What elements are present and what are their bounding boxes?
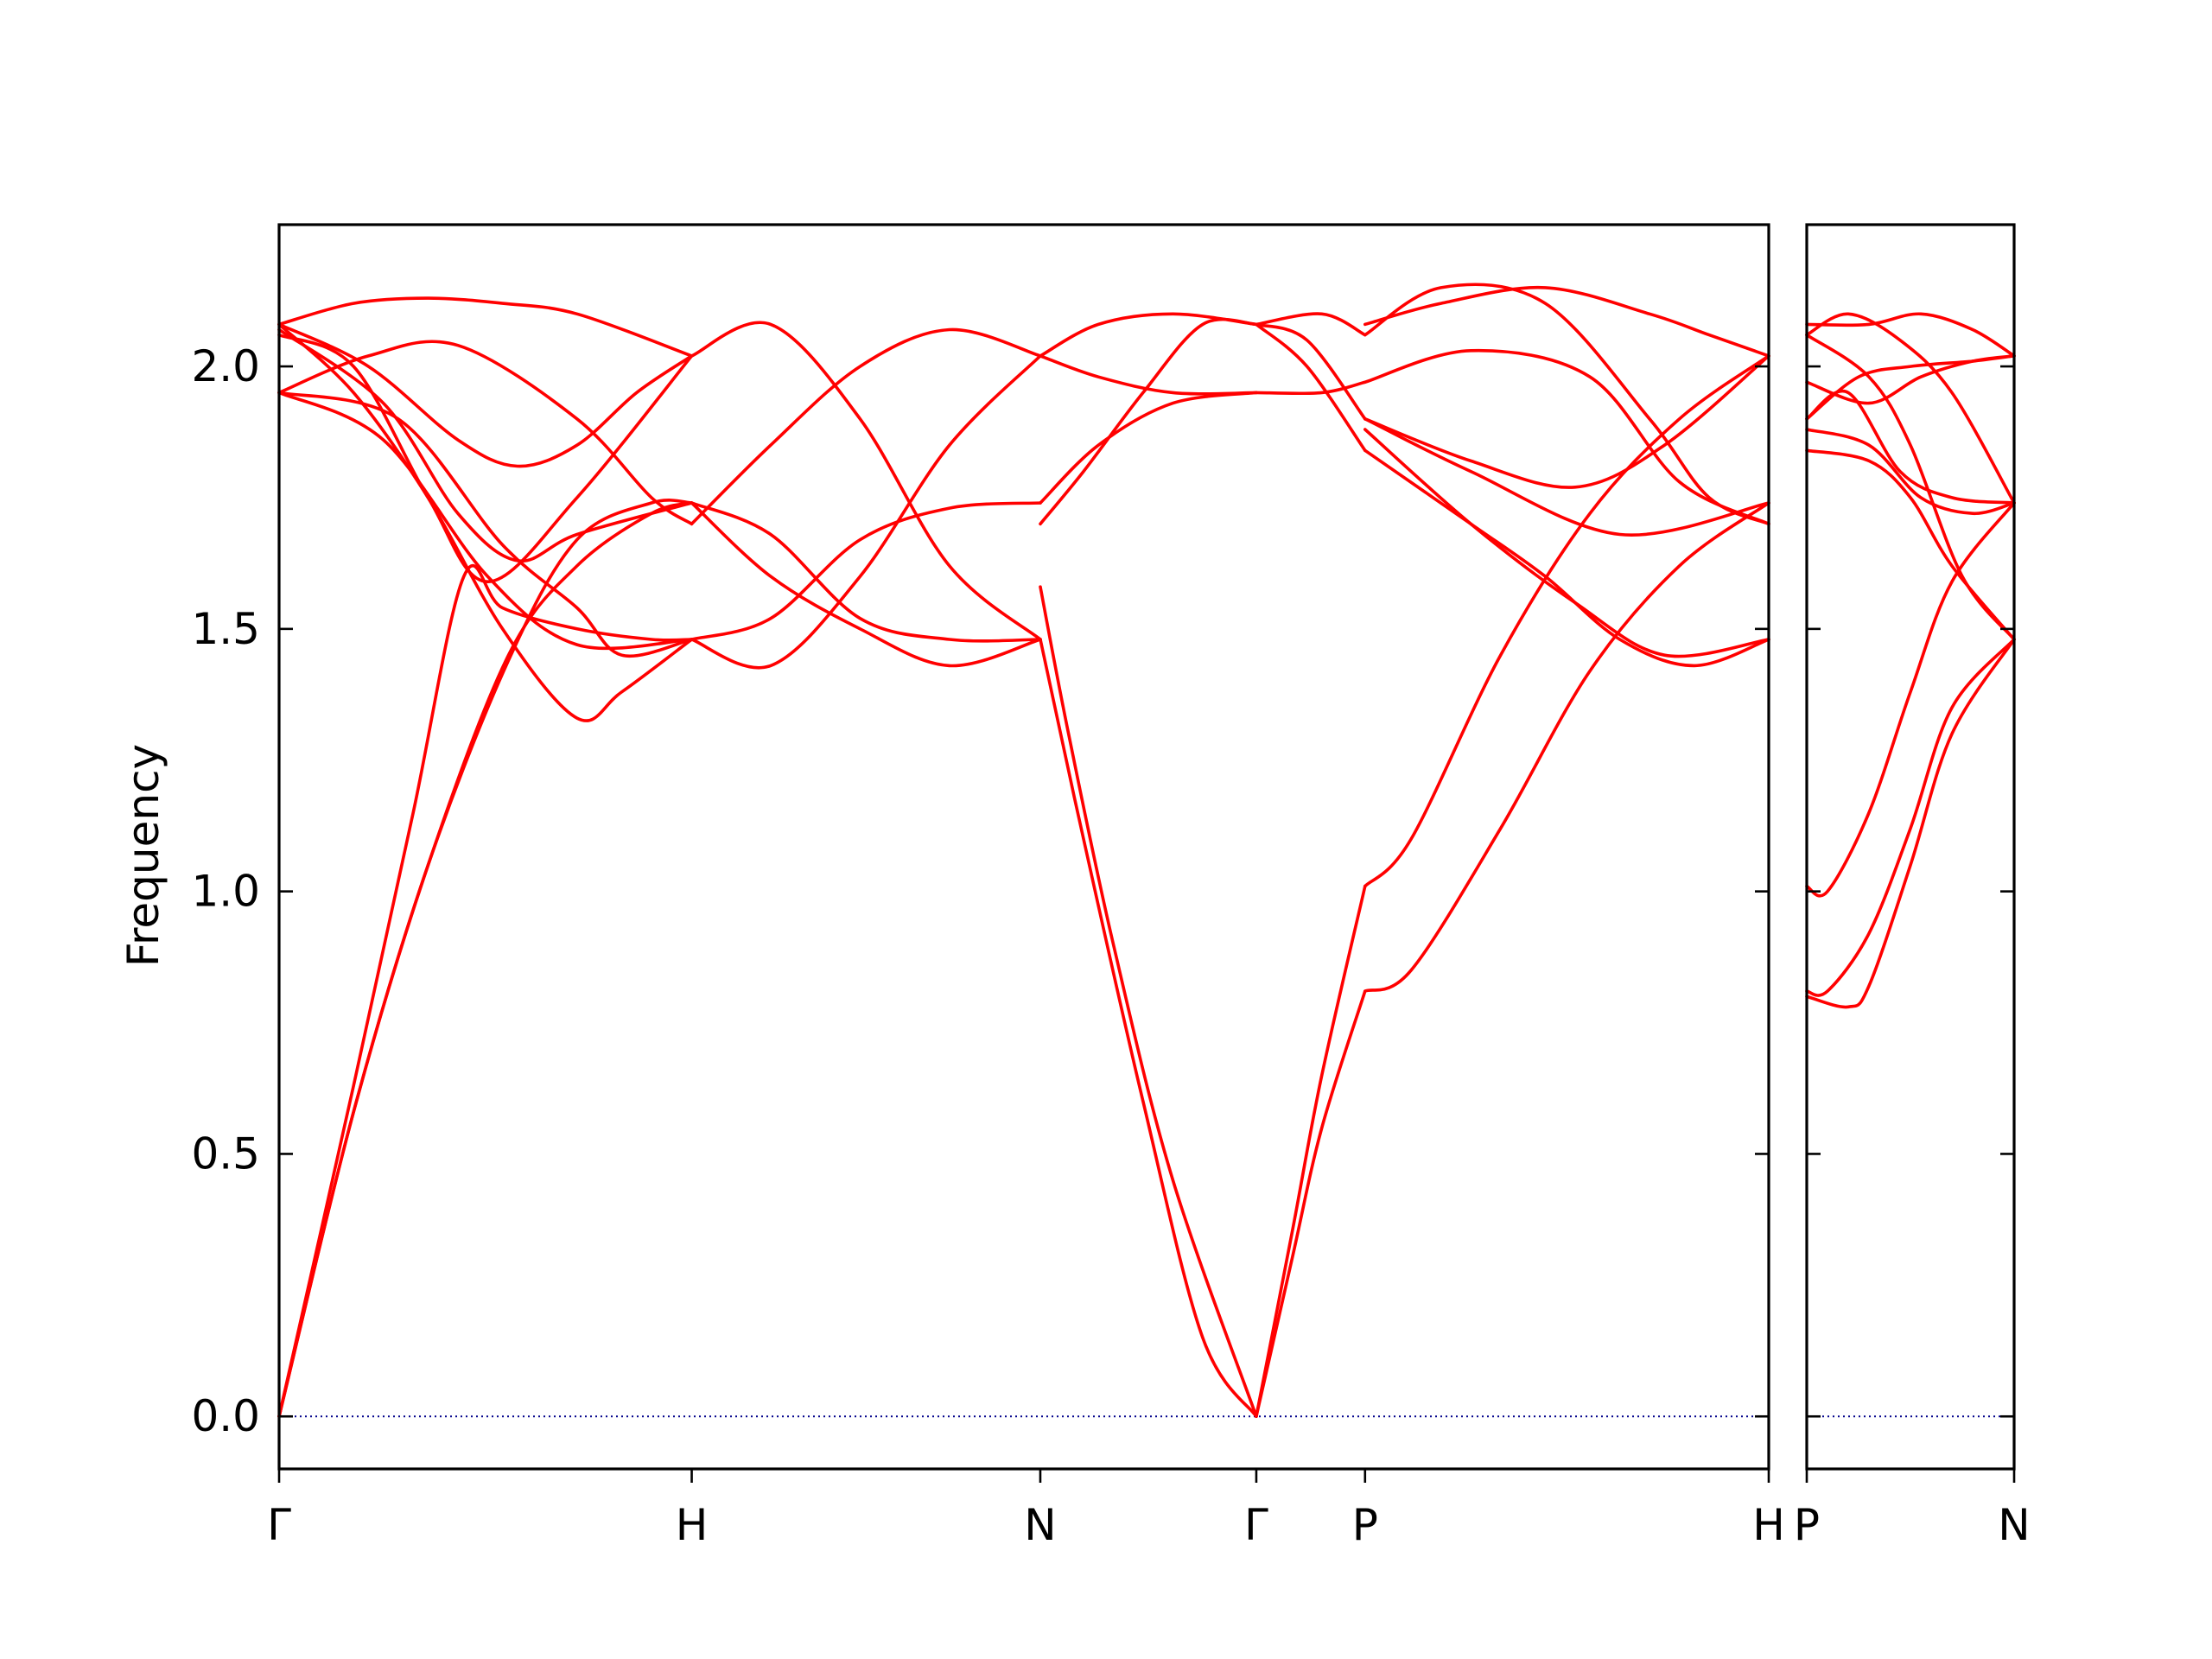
band-0-30 bbox=[1363, 354, 1770, 888]
band-0-22 bbox=[1039, 354, 1258, 396]
band-0-21 bbox=[1039, 312, 1258, 358]
band-0-13 bbox=[690, 327, 1042, 526]
x-tick-label: H bbox=[1752, 1500, 1785, 1550]
band-0-2 bbox=[277, 499, 694, 1418]
y-axis-label: Frequency bbox=[118, 744, 168, 967]
band-1-4 bbox=[1805, 428, 2016, 516]
band-0-5 bbox=[277, 322, 694, 468]
band-0-17 bbox=[1039, 638, 1258, 1418]
x-tick-label: P bbox=[1794, 1500, 1820, 1550]
band-0-20 bbox=[1039, 391, 1258, 505]
x-tick-label: H bbox=[676, 1500, 709, 1550]
band-0-33 bbox=[1363, 283, 1770, 526]
band-1-6 bbox=[1805, 312, 2016, 358]
y-tick-label: 1.0 bbox=[191, 867, 260, 917]
x-tick-label: Γ bbox=[1244, 1500, 1268, 1550]
band-0-16 bbox=[690, 501, 1042, 643]
y-tick-label: 1.5 bbox=[191, 604, 260, 654]
x-tick-label: P bbox=[1352, 1500, 1378, 1550]
band-1-2 bbox=[1805, 638, 2016, 1009]
band-0-7 bbox=[277, 322, 694, 722]
band-0-26 bbox=[1255, 322, 1367, 453]
band-0-24 bbox=[1255, 884, 1367, 1418]
y-tick-label: 2.0 bbox=[191, 341, 260, 391]
y-tick-label: 0.5 bbox=[191, 1128, 260, 1179]
band-0-12 bbox=[690, 321, 1042, 641]
band-0-25 bbox=[1255, 322, 1367, 421]
band-0-0 bbox=[277, 563, 694, 1418]
band-0-37 bbox=[1363, 417, 1770, 537]
y-tick-label: 0.0 bbox=[191, 1391, 260, 1441]
plot-frame bbox=[277, 223, 1770, 1471]
band-1-9 bbox=[1805, 354, 2016, 421]
band-0-34 bbox=[1363, 285, 1770, 358]
band-0-3 bbox=[277, 296, 694, 358]
band-0-29 bbox=[1363, 501, 1770, 993]
band-0-1 bbox=[277, 501, 694, 1418]
band-0-32 bbox=[1363, 428, 1770, 658]
band-1-7 bbox=[1805, 354, 2016, 405]
band-1-1 bbox=[1805, 638, 2016, 997]
plot-frame bbox=[1805, 223, 2016, 1471]
band-1-10 bbox=[1805, 333, 2016, 641]
band-0-14 bbox=[690, 501, 1042, 668]
band-0-15 bbox=[690, 501, 1042, 641]
band-0-6 bbox=[277, 327, 694, 563]
band-0-35 bbox=[1363, 348, 1770, 526]
band-0-11 bbox=[690, 354, 1042, 670]
band-0-36 bbox=[1363, 354, 1770, 489]
x-tick-label: Γ bbox=[267, 1500, 291, 1550]
band-0-23 bbox=[1255, 989, 1367, 1418]
band-0-10 bbox=[277, 333, 694, 583]
band-0-27 bbox=[1255, 312, 1367, 337]
band-1-5 bbox=[1805, 312, 2016, 505]
band-0-28 bbox=[1255, 380, 1367, 396]
band-panel-main: 0.0 0.5 1.0 1.5 2.0 Γ H N Γ P H bbox=[191, 223, 1785, 1550]
band-1-0 bbox=[1805, 501, 2016, 898]
band-0-19 bbox=[1039, 317, 1258, 526]
x-tick-label: N bbox=[1998, 1500, 2030, 1550]
x-tick-label: N bbox=[1024, 1500, 1056, 1550]
band-0-9 bbox=[277, 391, 694, 658]
band-0-18 bbox=[1039, 585, 1258, 1418]
